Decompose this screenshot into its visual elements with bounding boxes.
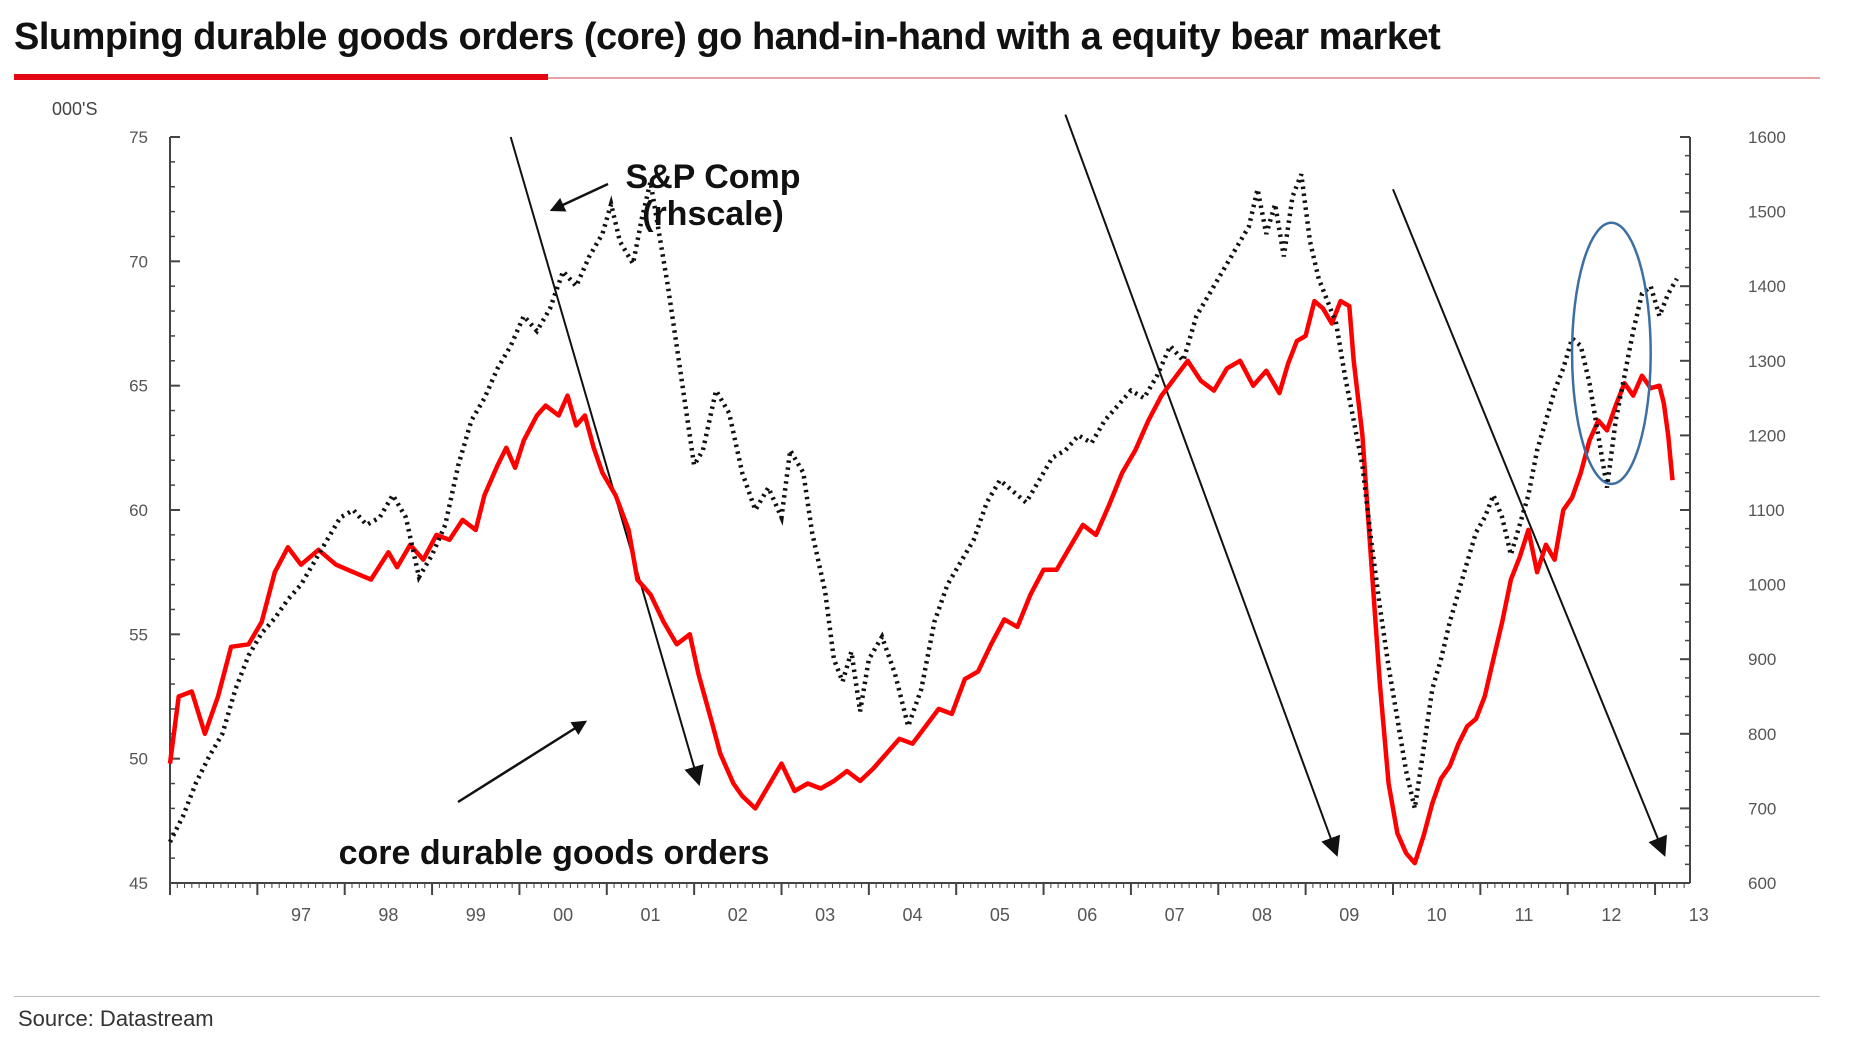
annotation-core-durable-goods-label: core durable goods orders: [339, 834, 770, 872]
x-tick-label: 13: [1689, 905, 1709, 925]
x-tick-label: 07: [1165, 905, 1185, 925]
left-tick-label: 70: [129, 252, 148, 271]
left-tick-label: 45: [129, 874, 148, 893]
x-tick-label: 97: [291, 905, 311, 925]
right-tick-label: 1200: [1748, 426, 1786, 445]
trend-arrow-line: [1392, 188, 1668, 857]
x-tick-label: 11: [1515, 905, 1534, 925]
x-tick-label: 02: [728, 905, 748, 925]
x-tick-label: 05: [990, 905, 1010, 925]
trend-arrow-line: [1064, 114, 1341, 857]
x-tick-label: 98: [378, 905, 398, 925]
x-tick-label: 09: [1339, 905, 1359, 925]
x-tick-label: 06: [1077, 905, 1097, 925]
chart-plot: 000'S75706560555045160015001400130012001…: [52, 99, 1786, 925]
x-tick-label: 01: [640, 905, 660, 925]
series-core-durable-goods-line: [167, 298, 1675, 866]
right-tick-label: 1000: [1748, 576, 1786, 595]
left-axis-unit: 000'S: [52, 99, 97, 119]
x-tick-label: 10: [1427, 905, 1447, 925]
left-tick-label: 75: [129, 128, 148, 147]
x-tick-label: 12: [1601, 905, 1621, 925]
left-tick-label: 60: [129, 501, 148, 520]
x-tick-label: 03: [815, 905, 835, 925]
right-tick-label: 800: [1748, 725, 1776, 744]
right-tick-label: 1400: [1748, 277, 1786, 296]
x-tick-label: 04: [903, 905, 923, 925]
right-tick-label: 700: [1748, 799, 1776, 818]
source-rule: [14, 996, 1820, 997]
left-tick-label: 50: [129, 750, 148, 769]
annotation-sp-comp-arrow: [549, 182, 609, 212]
x-tick-label: 08: [1252, 905, 1272, 925]
trend-arrow-line: [509, 136, 704, 787]
right-tick-label: 900: [1748, 650, 1776, 669]
right-tick-label: 1600: [1748, 128, 1786, 147]
left-tick-label: 65: [129, 377, 148, 396]
annotation-sp-comp-label: S&P Comp: [625, 158, 800, 196]
title-rule: [548, 77, 1820, 79]
series-sp-comp-line: [167, 173, 1679, 844]
right-tick-label: 600: [1748, 874, 1776, 893]
annotation-core-durable-goods-arrow: [457, 720, 588, 804]
highlight-ellipse: [1570, 221, 1652, 486]
right-tick-label: 1500: [1748, 203, 1786, 222]
x-tick-label: 00: [553, 905, 573, 925]
left-tick-label: 55: [129, 625, 148, 644]
annotation-sp-comp-sublabel: (rhscale): [642, 195, 784, 233]
title-rule-accent: [14, 74, 548, 80]
right-tick-label: 1100: [1748, 501, 1785, 520]
x-tick-label: 99: [466, 905, 486, 925]
chart-title: Slumping durable goods orders (core) go …: [14, 16, 1441, 58]
right-tick-label: 1300: [1748, 352, 1786, 371]
source-note: Source: Datastream: [18, 1006, 214, 1031]
